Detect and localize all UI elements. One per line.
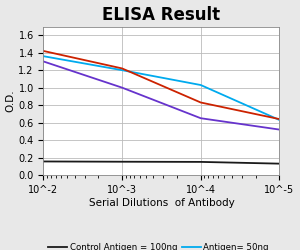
Line: Antigen= 50ng: Antigen= 50ng — [44, 56, 279, 120]
Antigen= 10ng — [42, 60, 45, 63]
Line: Control Antigen = 100ng: Control Antigen = 100ng — [44, 162, 279, 164]
Line: Antigen= 10ng: Antigen= 10ng — [44, 62, 279, 130]
Title: ELISA Result: ELISA Result — [102, 6, 220, 24]
Antigen= 100ng — [199, 101, 202, 104]
Antigen= 50ng — [120, 69, 124, 72]
Antigen= 50ng — [278, 118, 281, 122]
Control Antigen = 100ng — [278, 162, 281, 165]
Y-axis label: O.D.: O.D. — [6, 90, 16, 112]
Legend: Control Antigen = 100ng, Antigen= 10ng, Antigen= 50ng, Antigen= 100ng: Control Antigen = 100ng, Antigen= 10ng, … — [47, 242, 276, 250]
Control Antigen = 100ng — [42, 160, 45, 163]
Control Antigen = 100ng — [120, 160, 124, 163]
Antigen= 100ng — [120, 67, 124, 70]
Line: Antigen= 100ng: Antigen= 100ng — [44, 51, 279, 119]
Antigen= 100ng — [42, 50, 45, 52]
Antigen= 10ng — [199, 117, 202, 120]
Antigen= 100ng — [278, 118, 281, 120]
Antigen= 50ng — [199, 84, 202, 86]
Control Antigen = 100ng — [199, 160, 202, 164]
Antigen= 10ng — [278, 128, 281, 131]
Antigen= 10ng — [120, 86, 124, 89]
X-axis label: Serial Dilutions  of Antibody: Serial Dilutions of Antibody — [88, 198, 234, 207]
Antigen= 50ng — [42, 55, 45, 58]
